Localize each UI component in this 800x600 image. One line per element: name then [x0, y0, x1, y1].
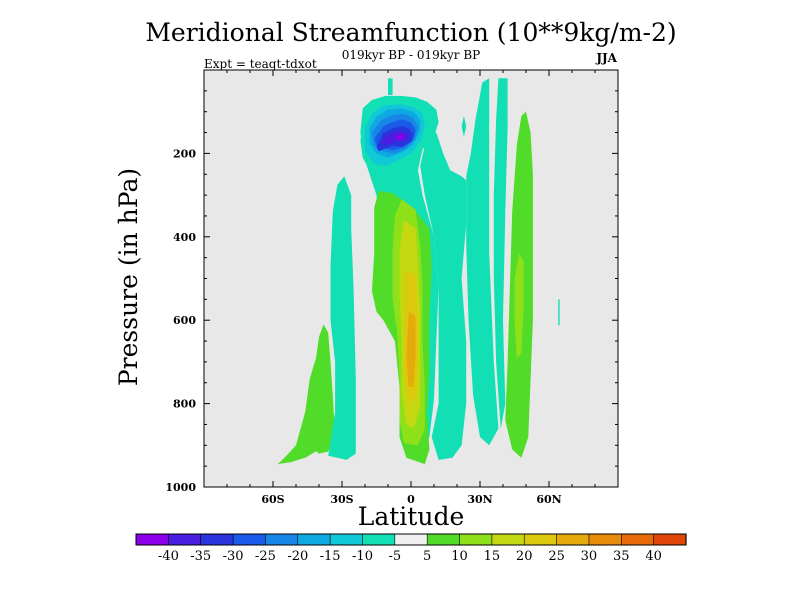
- x-tick-label: 60S: [261, 493, 284, 506]
- colorbar-swatch: [426, 533, 461, 546]
- colorbar-label: 5: [423, 549, 431, 564]
- x-axis-label: Latitude: [358, 502, 465, 531]
- contour-negative-column-30n: [466, 78, 499, 446]
- y-tick-label: 200: [173, 147, 196, 160]
- contour-negative-dot-22n: [461, 115, 467, 137]
- colorbar-label: 15: [484, 549, 501, 564]
- colorbar-label: -40: [158, 549, 179, 564]
- colorbar-swatch: [653, 533, 687, 546]
- colorbar-label: 35: [613, 549, 630, 564]
- y-tick-label: 400: [173, 231, 196, 244]
- colorbar-label: 30: [581, 549, 598, 564]
- contour-regions: [277, 78, 560, 465]
- y-tick-label: 800: [173, 398, 196, 411]
- contour-negative-cell-30s: [328, 176, 356, 460]
- contour-negative-dot-65n: [558, 299, 560, 326]
- colorbar-label: 20: [516, 549, 533, 564]
- colorbar-swatch: [200, 533, 234, 546]
- colorbar: -40 -35 -30 -25 -20 -15 -10 -5 5 10 15 20 25 30 35 40: [135, 533, 687, 564]
- x-tick-label: 30N: [467, 493, 492, 506]
- colorbar-swatch: [297, 533, 331, 546]
- colorbar-label: -25: [255, 549, 276, 564]
- colorbar-swatch: [491, 533, 525, 546]
- colorbar-swatch: [329, 533, 364, 546]
- colorbar-swatch: [232, 533, 267, 546]
- contour-negative-strip-0: [388, 78, 393, 95]
- colorbar-swatch: [135, 533, 169, 546]
- colorbar-label: -35: [190, 549, 211, 564]
- colorbar-swatch: [523, 533, 558, 546]
- colorbar-swatch: [620, 533, 655, 546]
- colorbar-swatch: [394, 533, 428, 546]
- colorbar-label: -30: [223, 549, 244, 564]
- x-tick-label: 60N: [536, 493, 561, 506]
- contour-positive-cell-eq-25: [406, 311, 416, 387]
- chart-subtitle-center: 019kyr BP - 019kyr BP: [342, 48, 480, 62]
- chart-title: Meridional Streamfunction (10**9kg/m-2): [145, 18, 676, 47]
- colorbar-label: -10: [352, 549, 373, 564]
- colorbar-swatch: [168, 533, 202, 546]
- colorbar-swatch: [459, 533, 493, 546]
- x-axis-ticks: 60S 30S 0 30N 60N: [226, 70, 596, 506]
- x-tick-label: 30S: [330, 493, 353, 506]
- chart-subtitle-left: Expt = teaqt-tdxot: [204, 57, 317, 71]
- colorbar-label: 10: [451, 549, 468, 564]
- colorbar-swatch: [588, 533, 622, 546]
- colorbar-swatch: [362, 533, 396, 546]
- contour-negative-column-35n: [493, 78, 508, 429]
- colorbar-label: 40: [645, 549, 662, 564]
- contour-positive-cell-45n-10: [514, 253, 524, 358]
- chart-subtitle-right: JJA: [595, 51, 617, 65]
- y-axis-ticks: 200 400 600 800 1000: [165, 90, 618, 494]
- y-axis-label: Pressure (in hPa): [114, 168, 143, 386]
- contour-negative-column-20n: [420, 128, 467, 460]
- colorbar-swatch: [265, 533, 299, 546]
- contour-positive-cell-40s: [312, 324, 336, 454]
- y-tick-label: 600: [173, 314, 196, 327]
- y-tick-label: 1000: [165, 481, 196, 494]
- colorbar-frame: [135, 533, 687, 546]
- colorbar-label: -5: [388, 549, 401, 564]
- colorbar-label: -20: [287, 549, 308, 564]
- x-tick-label: 0: [407, 493, 415, 506]
- colorbar-swatch: [556, 533, 590, 546]
- colorbar-label: -15: [320, 549, 341, 564]
- colorbar-label: 25: [548, 549, 565, 564]
- contour-negative-cell-upper-40: [394, 133, 405, 141]
